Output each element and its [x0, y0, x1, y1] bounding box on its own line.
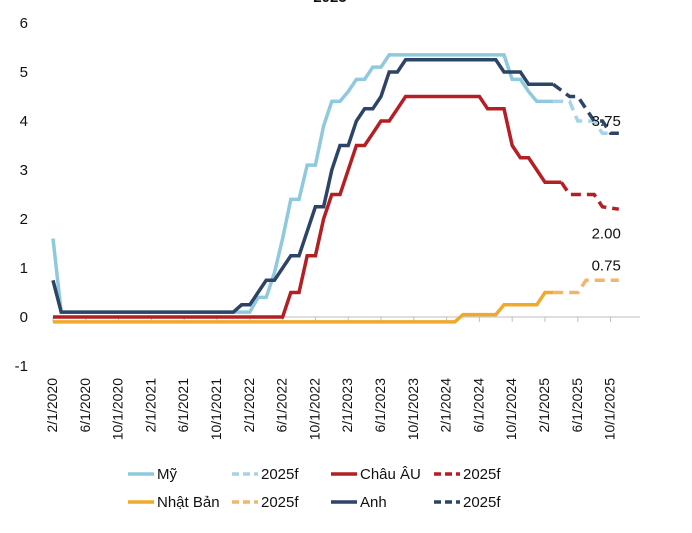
x-tick-label: 10/1/2025 — [602, 378, 618, 440]
legend-label: Nhật Bản — [157, 494, 220, 511]
x-tick-label: 6/1/2025 — [569, 378, 585, 433]
x-tick-label: 6/1/2024 — [470, 378, 486, 433]
x-tick-label: 2/1/2023 — [339, 378, 355, 433]
y-tick-label: 0 — [20, 309, 28, 326]
x-tick-label: 10/1/2020 — [110, 378, 126, 440]
legend-label: Anh — [360, 494, 387, 511]
legend: Mỹ 2025f Châu ÂU 2025f Nhật Bản 2025f Anh 2025f — [128, 466, 501, 511]
legend-label: 2025f — [261, 466, 299, 483]
series-line-2 — [53, 97, 561, 318]
series-line-5 — [553, 280, 619, 292]
value-label: 0.75 — [592, 258, 621, 275]
chart-title: 2025 — [313, 0, 346, 6]
legend-label: Mỹ — [157, 466, 177, 483]
legend-label: 2025f — [261, 494, 299, 511]
x-tick-label: 6/1/2022 — [274, 378, 290, 433]
x-tick-label: 6/1/2021 — [175, 378, 191, 433]
x-tick-label: 10/1/2022 — [306, 378, 322, 440]
x-tick-label: 2/1/2025 — [536, 378, 552, 433]
line-chart-svg: 2025 -1 0 1 2 3 4 5 6 2/1/2020 6/1/2020 10/1/2020… — [0, 0, 692, 528]
rate-chart: 2025 -1 0 1 2 3 4 5 6 2/1/2020 6/1/2020 10/1/2020… — [0, 0, 692, 528]
x-tick-label: 6/1/2020 — [77, 378, 93, 433]
legend-label: 2025f — [463, 466, 501, 483]
y-tick-label: -1 — [15, 358, 28, 375]
x-tick-label: 10/1/2024 — [503, 378, 519, 440]
legend-label: Châu ÂU — [360, 466, 421, 483]
y-tick-label: 5 — [20, 64, 28, 81]
y-tick-label: 6 — [20, 15, 28, 32]
value-label: 2.00 — [592, 226, 621, 243]
value-label: 3.75 — [592, 113, 621, 130]
annotation-layer: 3.75 2.00 0.75 — [592, 113, 621, 275]
x-tick-label: 2/1/2021 — [142, 378, 158, 433]
x-tick-label: 10/1/2023 — [405, 378, 421, 440]
legend-label: 2025f — [463, 494, 501, 511]
x-tick-label: 2/1/2020 — [44, 378, 60, 433]
y-axis: -1 0 1 2 3 4 5 6 — [15, 15, 28, 375]
x-tick-label: 6/1/2023 — [372, 378, 388, 433]
x-tick-label: 10/1/2021 — [208, 378, 224, 440]
x-tick-label: 2/1/2022 — [241, 378, 257, 433]
y-tick-label: 1 — [20, 260, 28, 277]
y-tick-label: 2 — [20, 211, 28, 228]
series-line-3 — [561, 182, 618, 209]
y-tick-label: 4 — [20, 113, 28, 130]
x-tick-label: 2/1/2024 — [438, 378, 454, 433]
x-axis: 2/1/2020 6/1/2020 10/1/2020 2/1/2021 6/1/202… — [44, 317, 640, 440]
series-layer — [53, 55, 619, 322]
y-tick-label: 3 — [20, 162, 28, 179]
